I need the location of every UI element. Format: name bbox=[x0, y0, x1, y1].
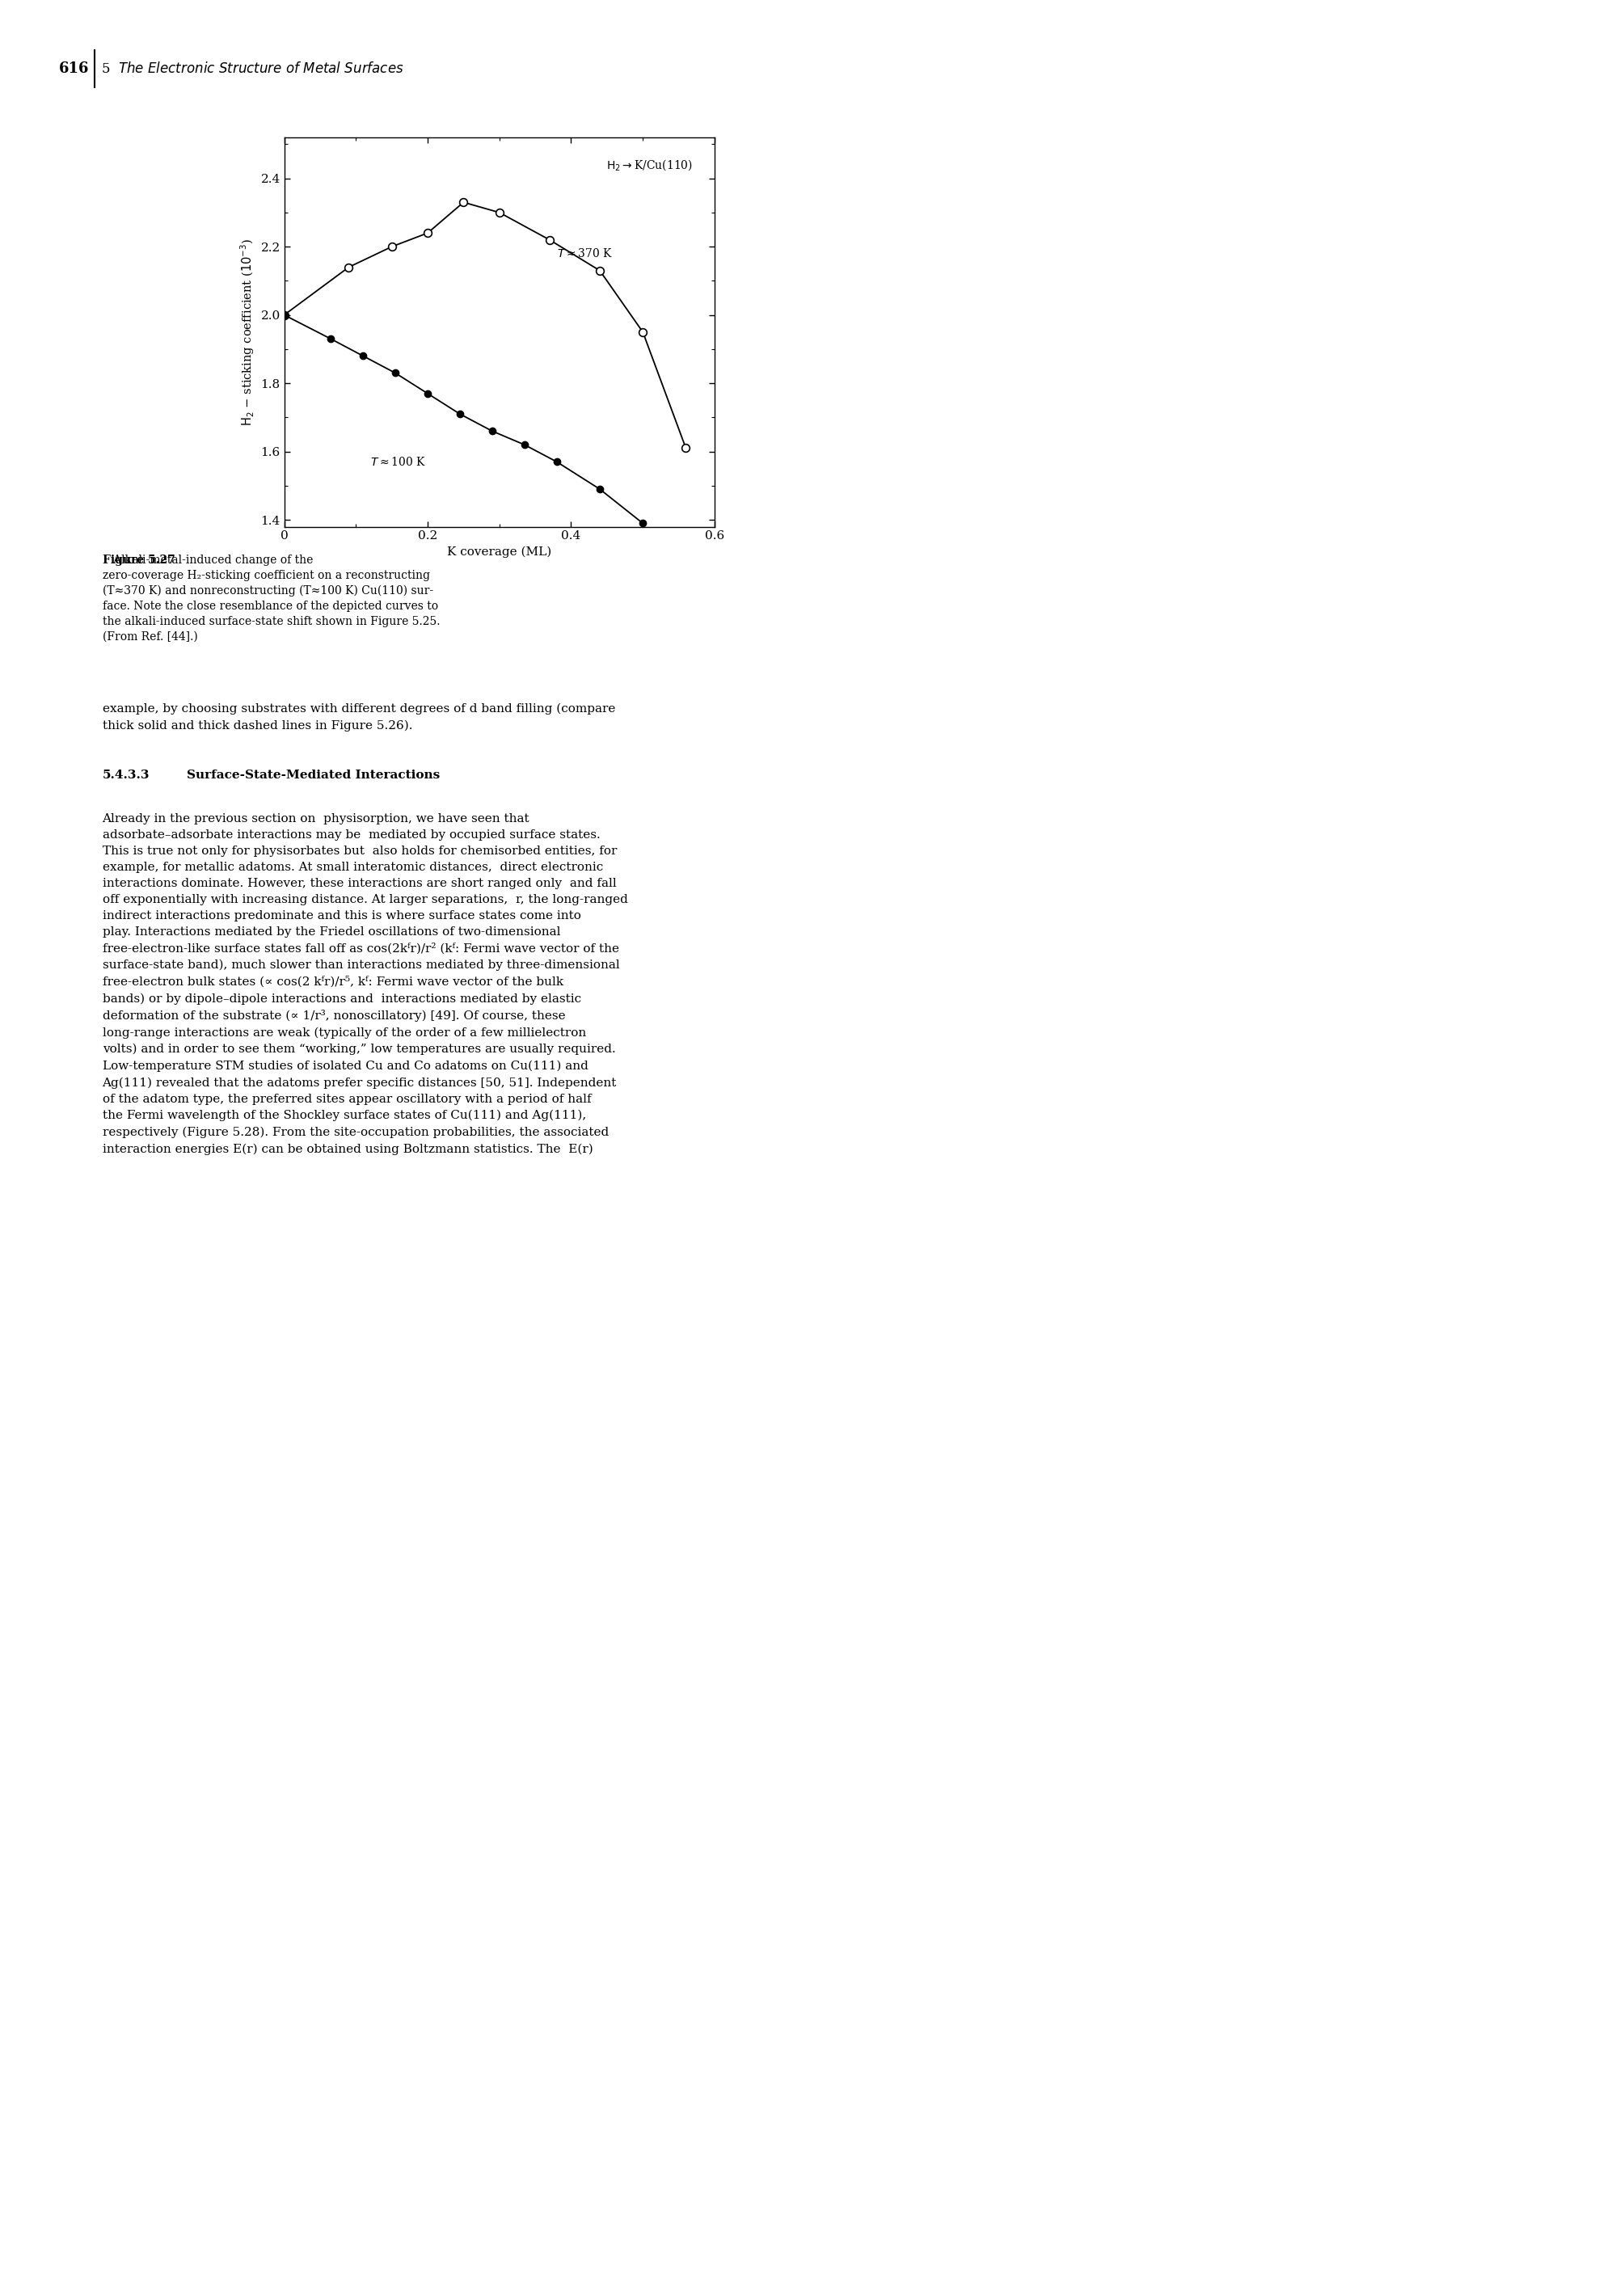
Text: Surface-State-Mediated Interactions: Surface-State-Mediated Interactions bbox=[187, 769, 440, 781]
X-axis label: K coverage (ML): K coverage (ML) bbox=[447, 547, 552, 559]
Text: 616: 616 bbox=[58, 62, 89, 76]
Text: $T\approx$370 K: $T\approx$370 K bbox=[557, 247, 612, 259]
Text: $\mathrm{H_2}$$\rightarrow$K/Cu(110): $\mathrm{H_2}$$\rightarrow$K/Cu(110) bbox=[607, 158, 693, 172]
Text: 5.4.3.3: 5.4.3.3 bbox=[102, 769, 149, 781]
Y-axis label: $\mathrm{H_2}$ $-$ sticking coefficient ($10^{-3}$): $\mathrm{H_2}$ $-$ sticking coefficient … bbox=[239, 238, 257, 426]
Text: Alkali-metal-induced change of the
zero-coverage H₂-sticking coefficient on a re: Alkali-metal-induced change of the zero-… bbox=[102, 554, 440, 643]
Text: example, by choosing substrates with different degrees of d band filling (compar: example, by choosing substrates with dif… bbox=[102, 703, 615, 731]
Text: 5  $\mathit{The\ Electronic\ Structure\ of\ Metal\ Surfaces}$: 5 $\mathit{The\ Electronic\ Structure\ o… bbox=[101, 62, 403, 76]
Text: Figure 5.27: Figure 5.27 bbox=[102, 554, 175, 566]
Text: Already in the previous section on  physisorption, we have seen that
adsorbate–a: Already in the previous section on physi… bbox=[102, 813, 627, 1154]
Text: $T\approx$100 K: $T\approx$100 K bbox=[370, 456, 425, 467]
